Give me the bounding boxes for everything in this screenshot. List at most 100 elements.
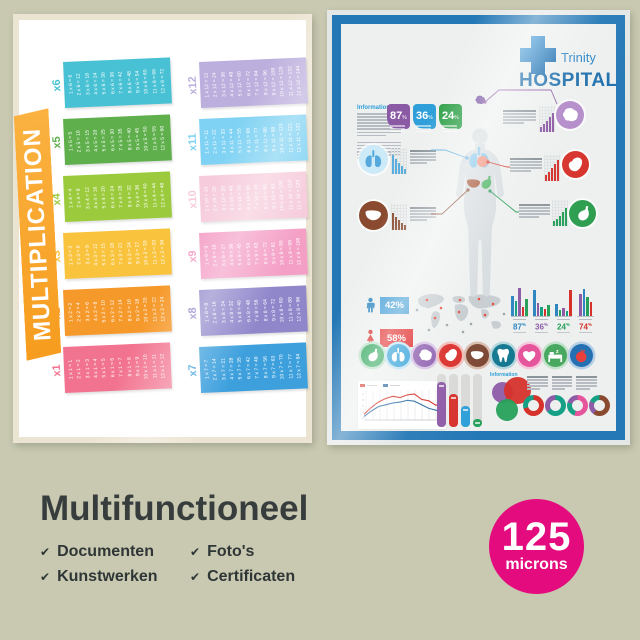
equation: 3 x 12 = 36 xyxy=(220,71,228,97)
micro-text-columns xyxy=(527,376,598,391)
check-icon: ✔ xyxy=(40,570,51,584)
equation: 7 x 9 = 63 xyxy=(253,242,261,265)
equation: 8 x 12 = 96 xyxy=(261,69,270,95)
checklist-item-fotos: ✔ Foto's xyxy=(190,543,295,561)
female-percentage: 58% xyxy=(380,329,413,347)
equation: 9 x 3 = 27 xyxy=(134,241,142,264)
equation: 12 x 2 = 24 xyxy=(159,296,167,322)
checklist-label: Documenten xyxy=(57,543,154,560)
equation: 4 x 9 = 36 xyxy=(228,243,236,266)
mult-table-x12: x12 1 x 12 = 12 2 x 12 = 24 3 x 12 = 36 4 x … xyxy=(184,57,308,108)
equation: 10 x 7 = 70 xyxy=(278,353,286,379)
stat-group: 24% xyxy=(555,286,572,333)
heart-organ xyxy=(477,156,488,167)
stat-percentage: 24% xyxy=(557,321,570,333)
equation: 1 x 1 = 1 xyxy=(67,359,75,380)
stat-group: 36% xyxy=(533,286,550,333)
mult-table-strip: 1 x 11 = 11 2 x 11 = 22 3 x 11 = 33 4 x 11 … xyxy=(199,114,308,165)
thickness-value: 125 xyxy=(501,515,572,559)
equation: 10 x 5 = 50 xyxy=(142,125,150,151)
equation: 9 x 10 = 90 xyxy=(270,183,278,209)
equation: 2 x 3 = 6 xyxy=(75,245,83,266)
equation: 12 x 5 = 60 xyxy=(159,125,167,151)
equation: 12 x 10 = 120 xyxy=(295,179,303,211)
equation: 9 x 9 = 81 xyxy=(270,241,278,264)
equation: 9 x 1 = 9 xyxy=(134,356,142,377)
callout-text xyxy=(510,158,542,173)
equation: 1 x 4 = 4 xyxy=(67,188,75,209)
mult-table-strip: 1 x 10 = 10 2 x 10 = 20 3 x 10 = 30 4 x 10 … xyxy=(199,171,308,222)
liver-circle-icon xyxy=(359,201,388,230)
equation: 10 x 3 = 30 xyxy=(142,239,150,265)
callout-text xyxy=(503,110,536,125)
equation: 5 x 12 = 60 xyxy=(236,70,244,96)
liver-organ xyxy=(462,174,485,193)
equation: 3 x 4 = 12 xyxy=(84,186,92,210)
female-icon xyxy=(363,322,378,352)
checklist-label: Kunstwerken xyxy=(57,568,158,585)
equation: 8 x 7 = 56 xyxy=(262,355,269,379)
equation: 11 x 11 = 121 xyxy=(286,123,295,154)
placeholder-text xyxy=(576,376,598,391)
equation: 9 x 12 = 108 xyxy=(270,67,278,96)
equation: 12 x 11 = 132 xyxy=(295,122,303,153)
equation: 12 x 8 = 96 xyxy=(295,296,303,322)
liver-icon xyxy=(465,344,489,367)
equation: 9 x 2 = 18 xyxy=(134,298,142,321)
equation: 1 x 12 = 12 xyxy=(203,72,211,98)
equation: 9 x 7 = 63 xyxy=(270,355,278,378)
placeholder-text xyxy=(527,376,548,391)
equation: 2 x 5 = 10 xyxy=(75,130,83,153)
equation: 8 x 3 = 24 xyxy=(126,241,133,265)
stomach-organ xyxy=(476,171,495,194)
bar xyxy=(473,374,482,427)
donut-chart xyxy=(567,395,588,416)
equation: 1 x 11 = 11 xyxy=(203,129,211,154)
tooth-icon xyxy=(491,344,515,367)
equation: 3 x 1 = 3 xyxy=(84,359,92,379)
bar xyxy=(437,374,446,427)
equation: 1 x 9 = 9 xyxy=(203,245,211,266)
equation: 6 x 9 = 54 xyxy=(245,242,253,266)
equation: 3 x 11 = 33 xyxy=(220,128,228,154)
equation: 8 x 8 = 64 xyxy=(262,298,269,322)
equation: 8 x 4 = 32 xyxy=(126,184,133,208)
equation: 3 x 2 = 6 xyxy=(84,302,92,322)
equation: 1 x 10 = 10 xyxy=(203,186,211,212)
placeholder-text xyxy=(357,113,401,137)
mult-table-x10: x10 1 x 10 = 10 2 x 10 = 20 3 x 10 = 30 4 x … xyxy=(184,171,308,222)
check-icon: ✔ xyxy=(40,545,51,559)
lungs-circle-icon xyxy=(359,145,388,174)
equation: 4 x 12 = 48 xyxy=(228,71,236,97)
organ-icon-row: z xyxy=(361,344,593,367)
equation: 2 x 4 = 8 xyxy=(75,188,83,209)
donut-chart xyxy=(523,395,544,416)
equation: 7 x 1 = 7 xyxy=(117,357,125,378)
vertical-bar-chart xyxy=(437,374,482,427)
hospital-infographic-poster: Trinity HOSPITAL Information 87% 36% 24% xyxy=(327,10,630,445)
equation: 9 x 4 = 36 xyxy=(134,184,142,207)
equation: 7 x 12 = 84 xyxy=(253,69,261,96)
stat-group: 74% xyxy=(577,286,594,333)
equation: 5 x 3 = 15 xyxy=(100,243,108,266)
hospital-cross-icon xyxy=(520,36,556,74)
thickness-badge: 125 microns xyxy=(489,499,584,594)
line-chart xyxy=(358,381,446,429)
equation: 11 x 9 = 99 xyxy=(287,239,295,265)
badge-87: 87% xyxy=(387,104,410,133)
placeholder-text xyxy=(551,376,573,391)
equation: 11 x 6 = 66 xyxy=(151,68,159,94)
equation: 8 x 10 = 80 xyxy=(261,183,270,209)
equation: 8 x 6 = 48 xyxy=(126,70,133,94)
stat-bar-groups: 87% 36% 24% 74% xyxy=(511,286,595,333)
equation: 12 x 1 = 12 xyxy=(159,353,167,379)
equation: 10 x 8 = 80 xyxy=(278,296,286,322)
page-title: Multifunctioneel xyxy=(40,489,309,528)
mult-table-x2: x21 x 2 = 22 x 2 = 43 x 2 = 64 x 2 = 85 … xyxy=(48,285,172,336)
